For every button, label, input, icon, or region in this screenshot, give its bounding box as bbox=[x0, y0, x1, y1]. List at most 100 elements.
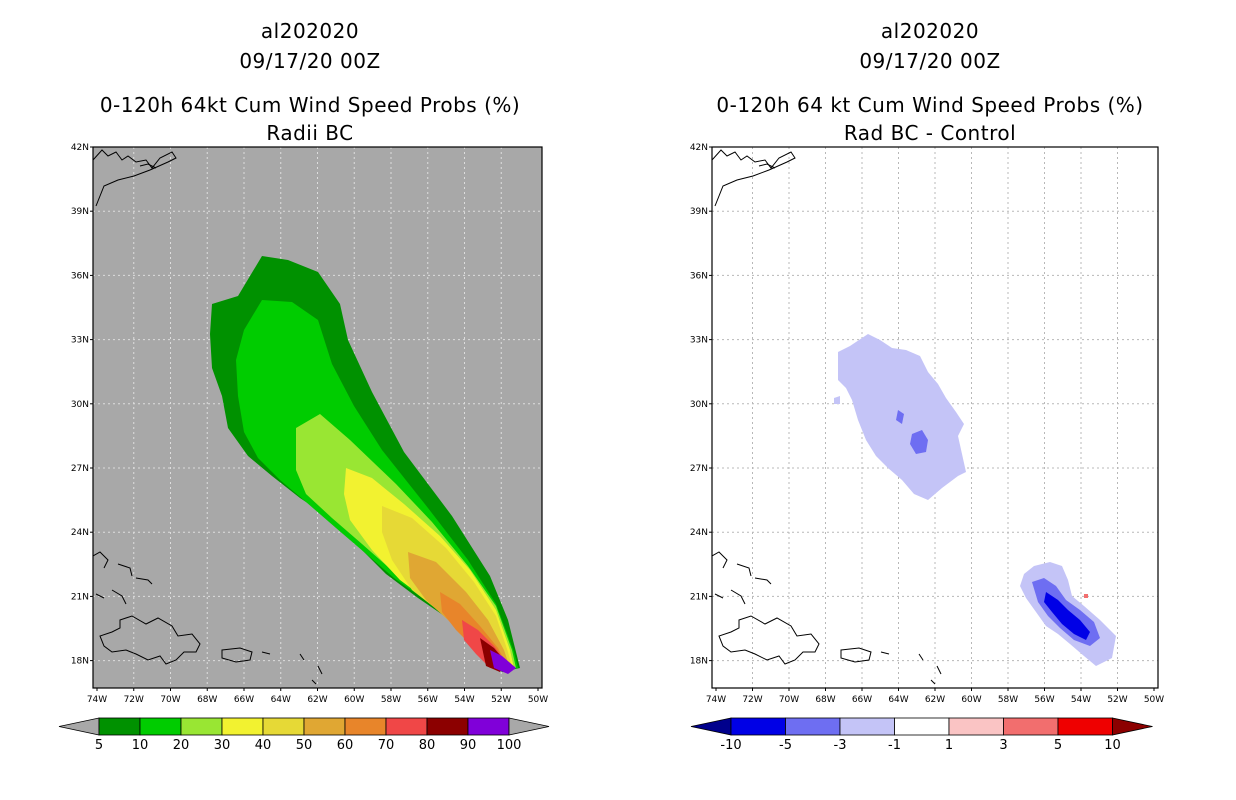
left-colorbar-swatch bbox=[467, 717, 510, 736]
left-lon-label: 62W bbox=[307, 695, 327, 705]
left-lon-label: 58W bbox=[381, 695, 401, 705]
right-lon-label: 50W bbox=[1144, 695, 1164, 705]
left-lon-label: 64W bbox=[271, 695, 291, 705]
left-colorbar-label: 100 bbox=[497, 738, 522, 753]
left-colorbar-swatch bbox=[262, 717, 305, 736]
left-colorbar: 5 10 20 30 40 50 60 70 80 90 100 bbox=[58, 717, 550, 753]
right-colorbar-label: 1 bbox=[945, 738, 953, 753]
left-colorbar-label: 40 bbox=[255, 738, 272, 753]
right-lon-label: 70W bbox=[779, 695, 799, 705]
left-lat-label: 30N bbox=[71, 400, 89, 410]
right-coastlines bbox=[712, 149, 942, 685]
right-lat-label: 36N bbox=[690, 271, 708, 281]
left-lat-label: 27N bbox=[71, 464, 89, 474]
left-colorbar-swatch bbox=[139, 717, 182, 736]
left-lat-label: 24N bbox=[71, 528, 89, 538]
right-lat-label: 21N bbox=[690, 592, 708, 602]
left-colorbar-label: 60 bbox=[337, 738, 354, 753]
right-colorbar-swatch bbox=[894, 717, 950, 736]
right-lat-label: 39N bbox=[690, 207, 708, 217]
left-lat-label: 21N bbox=[71, 592, 89, 602]
left-chart-subtitle: Radii BC bbox=[266, 121, 354, 145]
left-chart-title: 0-120h 64kt Cum Wind Speed Probs (%) bbox=[99, 93, 521, 117]
left-lat-label: 42N bbox=[71, 143, 89, 153]
left-lon-label: 74W bbox=[87, 695, 107, 705]
left-colorbar-swatch bbox=[98, 717, 141, 736]
left-lat-label: 39N bbox=[71, 207, 89, 217]
right-axes: 42N 39N 36N 33N 30N 27N 24N 21N 18N 74W 72W 70W 68W 6… bbox=[690, 143, 1164, 705]
right-colorbar-swatch bbox=[839, 717, 895, 736]
left-axes: 42N 39N 36N 33N 30N 27N 24N 21N 18N 74W 72W 70W 68W 6… bbox=[71, 143, 548, 705]
diff-neg5-region-south bbox=[1044, 592, 1090, 640]
left-lon-label: 50W bbox=[528, 695, 548, 705]
right-lat-label: 33N bbox=[690, 336, 708, 346]
left-colorbar-swatch bbox=[426, 717, 469, 736]
left-lon-label: 70W bbox=[160, 695, 180, 705]
swath-90pct bbox=[490, 650, 516, 674]
right-colorbar-swatch bbox=[730, 717, 786, 736]
right-chart-title: 0-120h 64 kt Cum Wind Speed Probs (%) bbox=[716, 93, 1144, 117]
right-storm-id: al202020 bbox=[880, 19, 980, 43]
right-colorbar-swatch bbox=[1057, 717, 1113, 736]
right-lat-label: 24N bbox=[690, 528, 708, 538]
left-colorbar-swatch bbox=[385, 717, 428, 736]
right-colorbar-label: -10 bbox=[720, 738, 741, 753]
right-lon-label: 52W bbox=[1107, 695, 1127, 705]
probability-swath bbox=[210, 256, 520, 674]
right-lon-label: 66W bbox=[852, 695, 872, 705]
left-map: 42N 39N 36N 33N 30N 27N 24N 21N 18N 74W 72W 70W 68W 6… bbox=[71, 143, 548, 705]
left-storm-id: al202020 bbox=[260, 19, 360, 43]
right-colorbar-label: 5 bbox=[1054, 738, 1062, 753]
right-lon-label: 56W bbox=[1034, 695, 1054, 705]
left-colorbar-label: 80 bbox=[419, 738, 436, 753]
left-lon-label: 68W bbox=[197, 695, 217, 705]
right-colorbar-label: 10 bbox=[1104, 738, 1121, 753]
left-colorbar-swatch bbox=[221, 717, 264, 736]
left-lat-label: 36N bbox=[71, 271, 89, 281]
left-lon-label: 52W bbox=[491, 695, 511, 705]
left-colorbar-label: 20 bbox=[173, 738, 190, 753]
left-colorbar-swatch bbox=[303, 717, 346, 736]
left-colorbar-label: 10 bbox=[132, 738, 149, 753]
left-datetime: 09/17/20 00Z bbox=[239, 49, 381, 73]
right-gridlines bbox=[712, 147, 1158, 688]
right-colorbar-label: -5 bbox=[779, 738, 792, 753]
left-coastlines bbox=[93, 149, 323, 685]
right-lon-label: 54W bbox=[1071, 695, 1091, 705]
right-colorbar-label: 3 bbox=[999, 738, 1007, 753]
right-panel-title: al202020 09/17/20 00Z 0-120h 64 kt Cum W… bbox=[640, 16, 1220, 148]
difference-contours bbox=[834, 334, 1116, 666]
right-lat-label: 27N bbox=[690, 464, 708, 474]
right-chart-subtitle: Rad BC - Control bbox=[843, 121, 1017, 145]
left-lon-label: 72W bbox=[124, 695, 144, 705]
right-datetime: 09/17/20 00Z bbox=[859, 49, 1001, 73]
left-lon-label: 60W bbox=[344, 695, 364, 705]
left-colorbar-swatch bbox=[180, 717, 223, 736]
diff-neg3-cell-b bbox=[910, 430, 928, 454]
right-colorbar-swatch bbox=[1003, 717, 1059, 736]
left-colorbar-low-arrow bbox=[58, 717, 100, 736]
right-lat-label: 30N bbox=[690, 400, 708, 410]
right-colorbar: -10 -5 -3 -1 1 3 5 10 bbox=[690, 717, 1153, 753]
right-colorbar-high-arrow bbox=[1112, 717, 1153, 736]
right-colorbar-swatch bbox=[785, 717, 841, 736]
diff-neg1-small bbox=[834, 396, 840, 404]
left-colorbar-label: 90 bbox=[460, 738, 477, 753]
left-lon-label: 66W bbox=[234, 695, 254, 705]
left-colorbar-swatch bbox=[344, 717, 387, 736]
right-lon-label: 72W bbox=[742, 695, 762, 705]
right-lon-label: 62W bbox=[925, 695, 945, 705]
right-map: 42N 39N 36N 33N 30N 27N 24N 21N 18N 74W 72W 70W 68W 6… bbox=[690, 143, 1164, 705]
right-lon-label: 60W bbox=[961, 695, 981, 705]
left-colorbar-label: 50 bbox=[296, 738, 313, 753]
left-lon-label: 54W bbox=[454, 695, 474, 705]
left-lat-label: 33N bbox=[71, 336, 89, 346]
left-colorbar-high-arrow bbox=[508, 717, 550, 736]
right-colorbar-swatch bbox=[948, 717, 1004, 736]
diff-neg3-cell-a bbox=[896, 410, 904, 424]
right-lon-label: 58W bbox=[998, 695, 1018, 705]
right-lon-label: 74W bbox=[706, 695, 726, 705]
right-lat-label: 18N bbox=[690, 657, 708, 667]
right-lon-label: 64W bbox=[888, 695, 908, 705]
left-colorbar-label: 70 bbox=[378, 738, 395, 753]
